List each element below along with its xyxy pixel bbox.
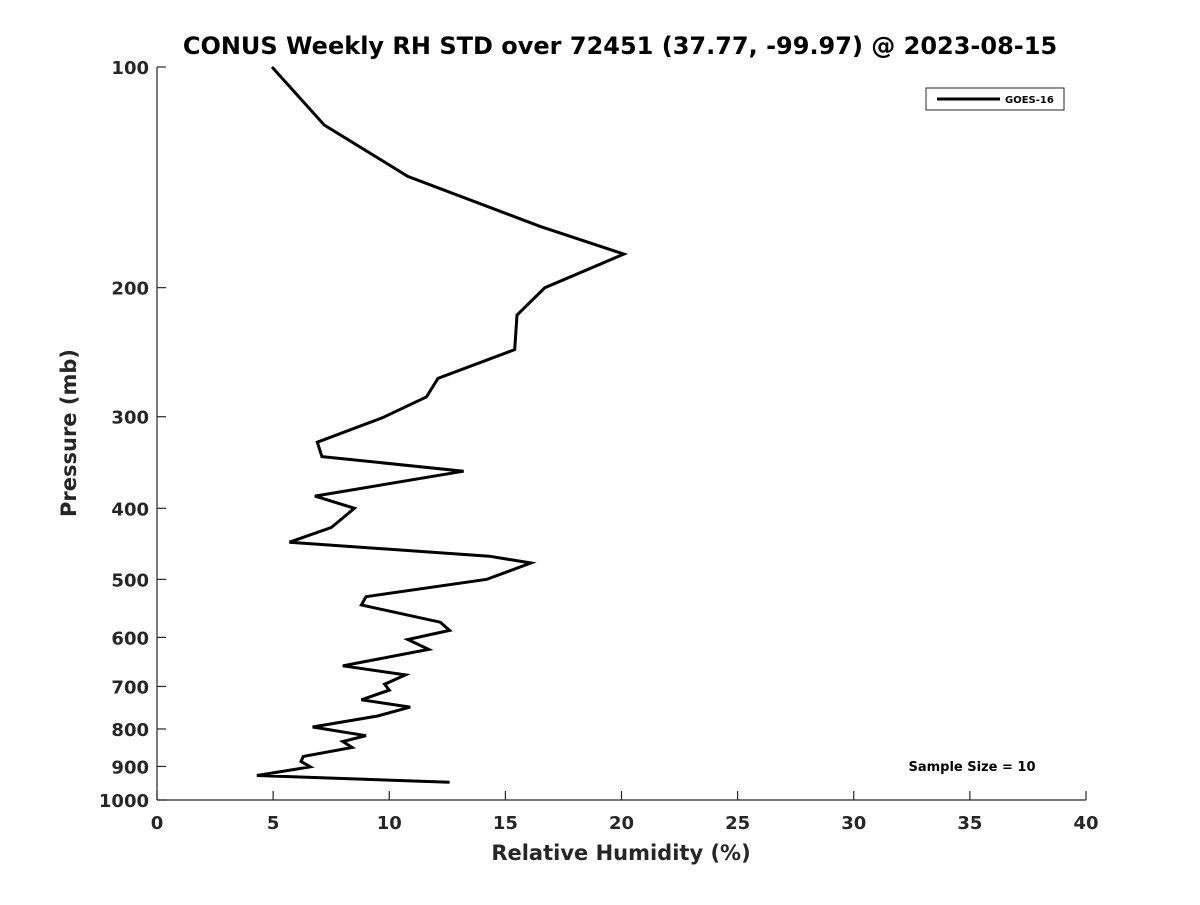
x-tick-label-5: 5 (267, 813, 280, 834)
x-tick-label-20: 20 (609, 813, 634, 834)
sample-size-annotation: Sample Size = 10 (908, 760, 1035, 775)
y-tick-label-800: 800 (111, 720, 149, 741)
y-tick-label-300: 300 (111, 408, 149, 429)
x-tick-label-25: 25 (725, 813, 750, 834)
y-tick-label-200: 200 (111, 279, 149, 300)
x-tick-label-35: 35 (957, 813, 982, 834)
x-ticks: 0 5 10 15 20 25 30 35 40 (151, 791, 1099, 834)
series-line-goes-16[interactable] (256, 65, 629, 784)
series-layer (256, 65, 629, 784)
x-tick-label-40: 40 (1073, 813, 1098, 834)
x-tick-label-10: 10 (377, 813, 402, 834)
y-tick-label-600: 600 (111, 628, 149, 649)
y-tick-label-900: 900 (111, 757, 149, 778)
y-tick-label-500: 500 (111, 570, 149, 591)
chart-title: CONUS Weekly RH STD over 72451 (37.77, -… (183, 32, 1057, 60)
y-tick-label-100: 100 (111, 58, 149, 79)
x-tick-label-15: 15 (493, 813, 518, 834)
legend-label-goes-16: GOES-16 (1005, 95, 1054, 106)
x-tick-label-0: 0 (151, 813, 164, 834)
y-axis-label: Pressure (mb) (57, 349, 81, 517)
x-axis-label: Relative Humidity (%) (491, 841, 750, 865)
legend[interactable]: GOES-16 (925, 87, 1065, 111)
x-tick-label-30: 30 (841, 813, 866, 834)
y-ticks: 100 200 300 400 500 600 700 800 900 1000 (99, 58, 166, 812)
y-tick-label-1000: 1000 (99, 791, 149, 812)
y-tick-label-400: 400 (111, 499, 149, 520)
y-tick-label-700: 700 (111, 677, 149, 698)
